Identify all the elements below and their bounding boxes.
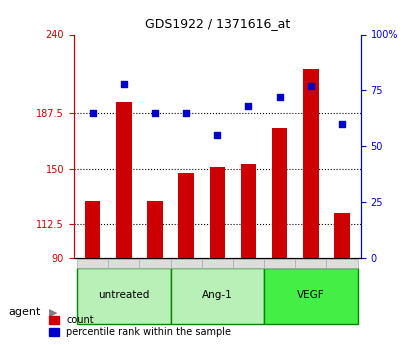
FancyBboxPatch shape [77, 268, 170, 324]
Point [89, 110, 96, 116]
Legend: count, percentile rank within the sample: count, percentile rank within the sample [46, 312, 234, 340]
Point [338, 121, 344, 127]
Text: untreated: untreated [98, 289, 149, 299]
FancyBboxPatch shape [326, 259, 357, 268]
Bar [333, 213, 349, 258]
Bar [240, 164, 256, 258]
Point [151, 110, 158, 116]
Point [307, 83, 313, 89]
Point [182, 110, 189, 116]
FancyBboxPatch shape [108, 259, 139, 268]
Point [120, 81, 127, 86]
Bar [271, 128, 287, 258]
FancyBboxPatch shape [77, 259, 108, 268]
FancyBboxPatch shape [170, 259, 201, 268]
Text: Ang-1: Ang-1 [201, 289, 232, 299]
Bar [178, 173, 193, 258]
Bar [116, 101, 131, 258]
Point [245, 103, 251, 109]
Bar [209, 167, 225, 258]
Text: VEGF: VEGF [297, 289, 324, 299]
FancyBboxPatch shape [170, 268, 263, 324]
Bar [85, 201, 100, 258]
Text: ▶: ▶ [49, 307, 58, 317]
Point [213, 132, 220, 138]
Bar [147, 201, 162, 258]
FancyBboxPatch shape [232, 259, 263, 268]
Text: GDS1922 / 1371616_at: GDS1922 / 1371616_at [144, 17, 289, 30]
FancyBboxPatch shape [263, 259, 294, 268]
FancyBboxPatch shape [263, 268, 357, 324]
FancyBboxPatch shape [139, 259, 170, 268]
Point [276, 94, 282, 100]
FancyBboxPatch shape [201, 259, 232, 268]
Bar [302, 69, 318, 258]
Text: agent: agent [8, 307, 40, 317]
FancyBboxPatch shape [294, 259, 326, 268]
